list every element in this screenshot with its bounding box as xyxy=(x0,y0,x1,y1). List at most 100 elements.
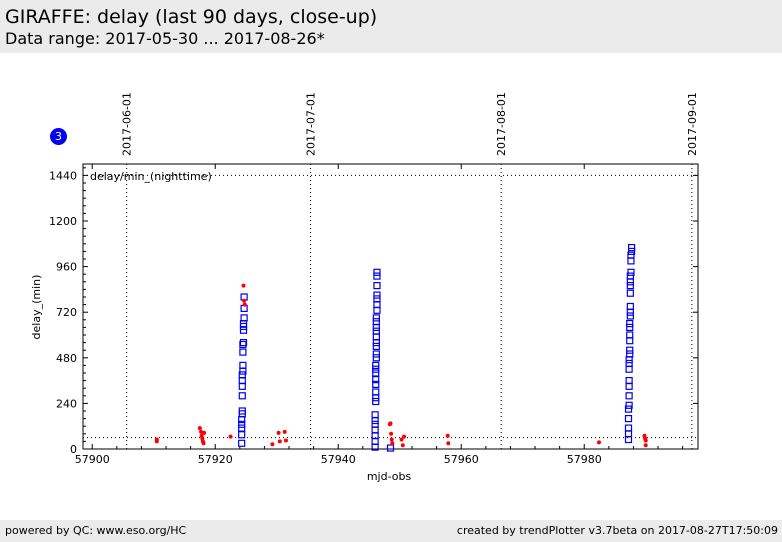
data-point-square xyxy=(238,424,246,432)
data-point-dot xyxy=(199,429,204,434)
data-point-square xyxy=(627,251,635,259)
data-point-dot xyxy=(241,283,246,288)
powered-by-text: powered by QC: www.eso.org/HC xyxy=(5,524,187,537)
data-point-square xyxy=(625,401,633,409)
data-point-square xyxy=(625,359,633,368)
data-point-dot xyxy=(201,441,206,446)
y-tick-label: 240 xyxy=(56,397,77,410)
data-point-dot xyxy=(446,441,451,446)
data-point-square xyxy=(238,371,246,379)
y-tick-label: 960 xyxy=(56,261,77,274)
data-point-square xyxy=(372,380,380,388)
data-point-square xyxy=(626,312,634,320)
data-point-dot xyxy=(197,426,202,431)
data-range-subtitle: Data range: 2017-05-30 ... 2017-08-26* xyxy=(5,29,325,48)
data-point-square xyxy=(372,369,380,377)
reference-lines xyxy=(83,174,698,439)
date-markers: 2017-06-01 2017-07-01 2017-08-01 2017-09-01 xyxy=(121,92,699,449)
data-point-square xyxy=(626,302,634,311)
page-title: GIRAFFE: delay (last 90 days, close-up) xyxy=(5,6,378,28)
data-point-square xyxy=(372,365,380,373)
data-point-square xyxy=(627,247,636,255)
y-tick-label: 720 xyxy=(56,306,77,319)
plot-frame xyxy=(82,163,699,450)
data-point-square xyxy=(372,388,380,396)
data-point-square xyxy=(626,308,634,316)
data-point-square xyxy=(624,405,633,413)
data-point-square xyxy=(238,392,246,400)
x-tick-label: 57900 xyxy=(75,453,110,466)
data-point-square xyxy=(371,426,379,434)
data-point-dot xyxy=(242,302,247,307)
data-point-square xyxy=(239,340,247,349)
y-axis-label: delay_(min) xyxy=(30,275,43,340)
data-point-square xyxy=(626,331,634,339)
date-marker-label: 2017-08-01 xyxy=(495,92,508,156)
delay-scatter-chart: 2017-06-01 2017-07-01 2017-08-01 2017-09-01… xyxy=(30,92,699,483)
data-point-square xyxy=(372,394,380,402)
x-tick-label: 57960 xyxy=(444,453,479,466)
x-tick-label: 57980 xyxy=(567,453,602,466)
x-axis-label: mjd-obs xyxy=(367,470,412,483)
x-tick-label: 57940 xyxy=(321,453,356,466)
chart-annotation: delay/min_(nighttime) xyxy=(90,170,212,183)
report-header: GIRAFFE: delay (last 90 days, close-up) … xyxy=(0,0,782,53)
data-point-square xyxy=(373,268,381,276)
y-tick-label: 0 xyxy=(70,443,77,456)
data-point-square xyxy=(373,282,381,290)
data-point-square xyxy=(371,411,379,419)
data-point-square xyxy=(626,350,634,358)
data-point-square xyxy=(240,314,248,322)
report-footer: powered by QC: www.eso.org/HC created by… xyxy=(0,520,782,542)
data-point-square xyxy=(626,289,634,297)
data-point-square xyxy=(239,326,248,334)
y-tick-label: 1200 xyxy=(49,215,77,228)
data-point-square xyxy=(625,377,633,385)
y-tick-label: 1440 xyxy=(49,169,77,182)
data-point-dot xyxy=(388,421,393,426)
data-point-dot xyxy=(389,431,394,436)
data-point-square xyxy=(626,272,634,280)
data-point-square xyxy=(372,376,380,384)
data-point-square xyxy=(371,416,379,425)
data-point-dot xyxy=(643,438,648,443)
data-point-square xyxy=(372,350,380,358)
data-point-square xyxy=(625,356,633,364)
data-point-square xyxy=(626,282,634,290)
data-point-square xyxy=(626,323,634,331)
data-point-square xyxy=(372,314,380,322)
data-point-square xyxy=(371,420,379,428)
data-point-square xyxy=(238,420,246,428)
date-marker-label: 2017-07-01 xyxy=(305,92,318,156)
data-point-dot xyxy=(402,434,407,439)
data-point-square xyxy=(372,339,380,347)
data-point-square xyxy=(239,361,247,369)
data-point-dot xyxy=(276,430,281,435)
data-point-dot xyxy=(154,439,159,444)
data-point-dot xyxy=(277,439,282,444)
data-point-square xyxy=(372,397,380,406)
data-point-dot xyxy=(283,438,288,443)
y-tick-label: 480 xyxy=(56,352,77,365)
data-point-square xyxy=(238,439,246,447)
data-point-square xyxy=(372,327,380,335)
data-point-square xyxy=(626,320,634,328)
data-point-square xyxy=(372,342,380,350)
data-point-square xyxy=(238,431,246,439)
x-tick-label: 57920 xyxy=(198,453,233,466)
data-point-dot xyxy=(242,298,247,303)
data-point-dot xyxy=(596,440,601,445)
data-point-square xyxy=(624,435,633,444)
data-point-square xyxy=(373,272,381,280)
data-point-dot xyxy=(445,433,450,438)
data-point-square xyxy=(239,339,248,347)
data-point-dot xyxy=(389,437,394,442)
data-point-dot xyxy=(270,442,275,447)
data-point-square xyxy=(624,424,633,432)
data-point-dot xyxy=(399,437,404,442)
data-point-dot xyxy=(282,429,287,434)
data-point-square xyxy=(372,354,380,362)
data-point-square xyxy=(372,361,380,369)
data-point-dot xyxy=(202,430,207,435)
data-point-square xyxy=(627,244,636,252)
